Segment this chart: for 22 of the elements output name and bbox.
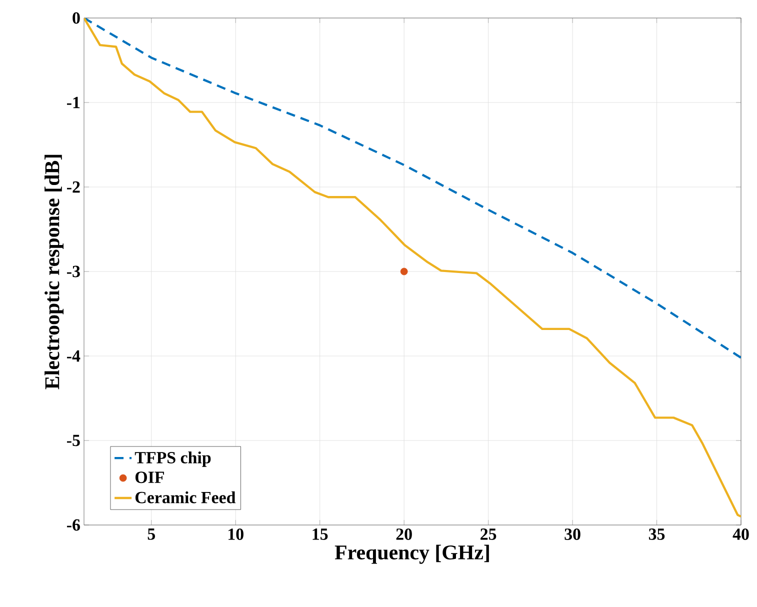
y-axis-title: Electrooptic response [dB] (44, 154, 64, 390)
x-tick-label: 35 (648, 528, 665, 540)
x-tick-label: 40 (732, 528, 749, 540)
line-series (84, 18, 742, 359)
legend-label: TFPS chip (134, 451, 211, 467)
y-tick-label: -3 (66, 266, 80, 278)
x-tick-label: 30 (564, 528, 580, 540)
y-tick-label: -6 (66, 519, 80, 531)
x-tick-label: 10 (228, 528, 244, 540)
x-tick-label: 20 (396, 528, 412, 540)
legend-label: Ceramic Feed (135, 491, 236, 504)
line-series (84, 18, 742, 518)
y-tick-label: -4 (66, 350, 80, 362)
y-tick-label: -1 (66, 96, 80, 108)
y-tick-label: -2 (66, 181, 80, 193)
y-tick-label: 0 (72, 12, 80, 24)
y-tick-label: -5 (66, 434, 80, 446)
x-tick-label: 15 (312, 528, 328, 540)
x-axis-title: Frequency [GHz] (334, 544, 489, 564)
legend-label: OIF (135, 472, 164, 484)
x-tick-label: 5 (148, 528, 155, 540)
x-tick-label: 25 (480, 528, 496, 540)
